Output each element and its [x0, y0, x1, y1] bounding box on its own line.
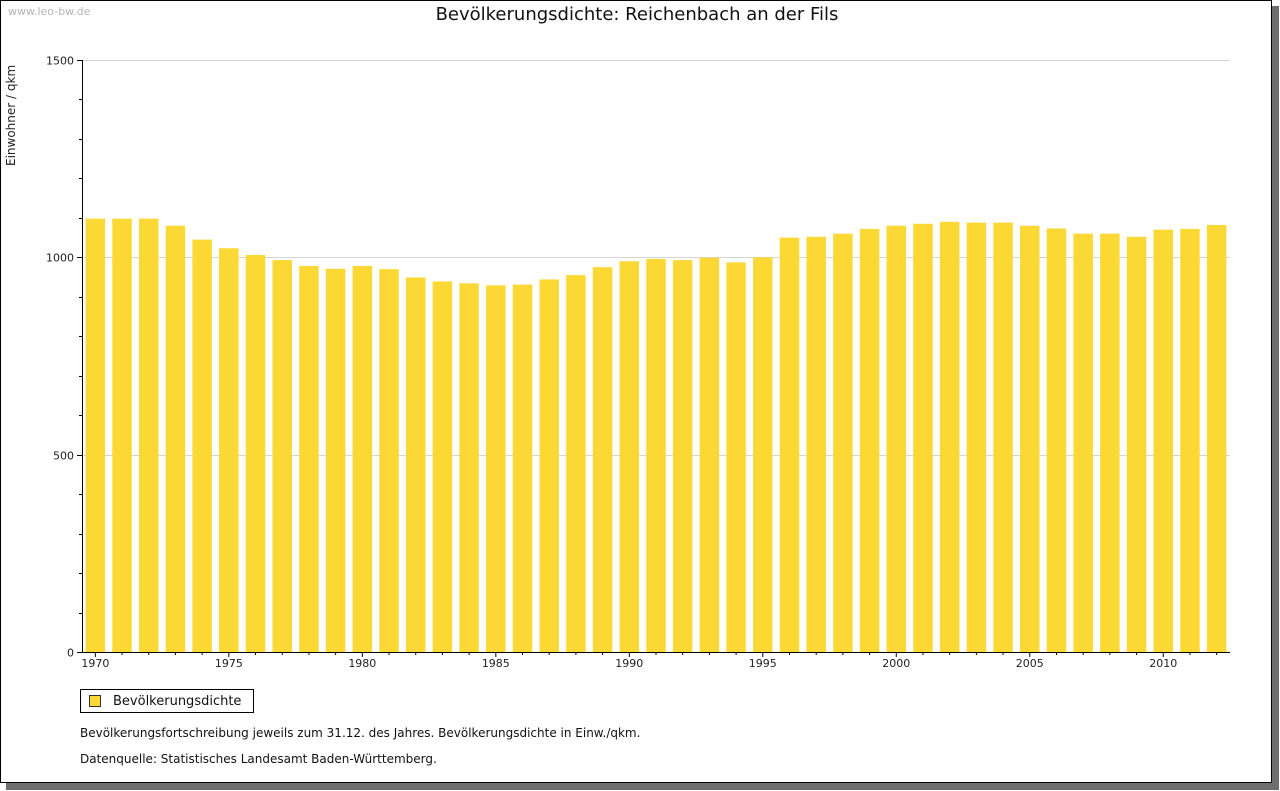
bar	[325, 268, 346, 652]
x-tick-label: 2000	[882, 657, 910, 670]
chart-title: Bevölkerungsdichte: Reichenbach an der F…	[435, 4, 839, 25]
y-tick-label: 0	[67, 647, 74, 660]
bar	[459, 283, 479, 652]
bar	[619, 261, 640, 652]
bar	[566, 275, 586, 652]
bar	[486, 285, 506, 652]
bar	[379, 269, 399, 652]
y-tick-label: 1500	[46, 55, 74, 68]
bar	[539, 279, 559, 652]
x-tick-label: 1990	[615, 657, 643, 670]
bar	[592, 267, 613, 652]
bar	[352, 266, 373, 652]
legend-swatch	[89, 695, 101, 707]
bar	[192, 239, 212, 652]
bar	[512, 284, 533, 652]
footnote-description: Bevölkerungsfortschreibung jeweils zum 3…	[80, 726, 641, 740]
y-tick-label: 500	[53, 450, 74, 463]
bar	[993, 222, 1013, 652]
bar	[1126, 236, 1147, 652]
x-tick-label: 2010	[1149, 657, 1177, 670]
bar	[726, 262, 746, 652]
bar	[806, 236, 826, 652]
bar	[299, 266, 319, 652]
x-tick-label: 1970	[81, 657, 109, 670]
bar	[245, 254, 266, 652]
watermark: www.leo-bw.de	[8, 5, 91, 18]
x-tick-label: 1980	[348, 657, 376, 670]
bar	[672, 260, 693, 652]
bar	[859, 228, 880, 653]
bar	[833, 233, 853, 652]
bar	[1206, 224, 1227, 652]
bar	[1180, 228, 1200, 653]
legend-label: Bevölkerungsdichte	[113, 693, 242, 709]
bar	[1073, 233, 1093, 652]
bar	[432, 281, 453, 652]
bar	[1046, 228, 1067, 652]
bar	[405, 277, 426, 652]
bar	[779, 237, 800, 652]
bar	[1020, 225, 1040, 652]
bar	[85, 218, 106, 652]
x-tick-label: 1975	[215, 657, 243, 670]
x-tick-label: 1995	[749, 657, 777, 670]
bar	[913, 223, 933, 653]
bar	[1153, 229, 1173, 652]
footnote-source: Datenquelle: Statistisches Landesamt Bad…	[80, 752, 437, 766]
bar	[1100, 233, 1120, 652]
bar	[272, 260, 292, 652]
bar	[219, 248, 239, 652]
x-tick-label: 1985	[482, 657, 510, 670]
bar	[886, 225, 907, 652]
frame-shadow-bottom	[6, 783, 1279, 790]
x-tick-label: 2005	[1016, 657, 1044, 670]
frame-shadow-right	[1272, 6, 1279, 789]
bar	[753, 257, 773, 652]
bar	[699, 257, 720, 652]
bar	[939, 221, 960, 652]
legend: Bevölkerungsdichte	[80, 689, 255, 713]
bar	[966, 222, 987, 652]
bar	[646, 258, 666, 652]
y-tick-label: 1000	[46, 252, 74, 265]
bar	[112, 218, 132, 652]
bar	[139, 218, 159, 652]
bar	[165, 225, 186, 652]
bar-chart: 0 500 1000 1500 1970 1975 1980 1985 1990 1995 2000…	[46, 55, 1230, 670]
